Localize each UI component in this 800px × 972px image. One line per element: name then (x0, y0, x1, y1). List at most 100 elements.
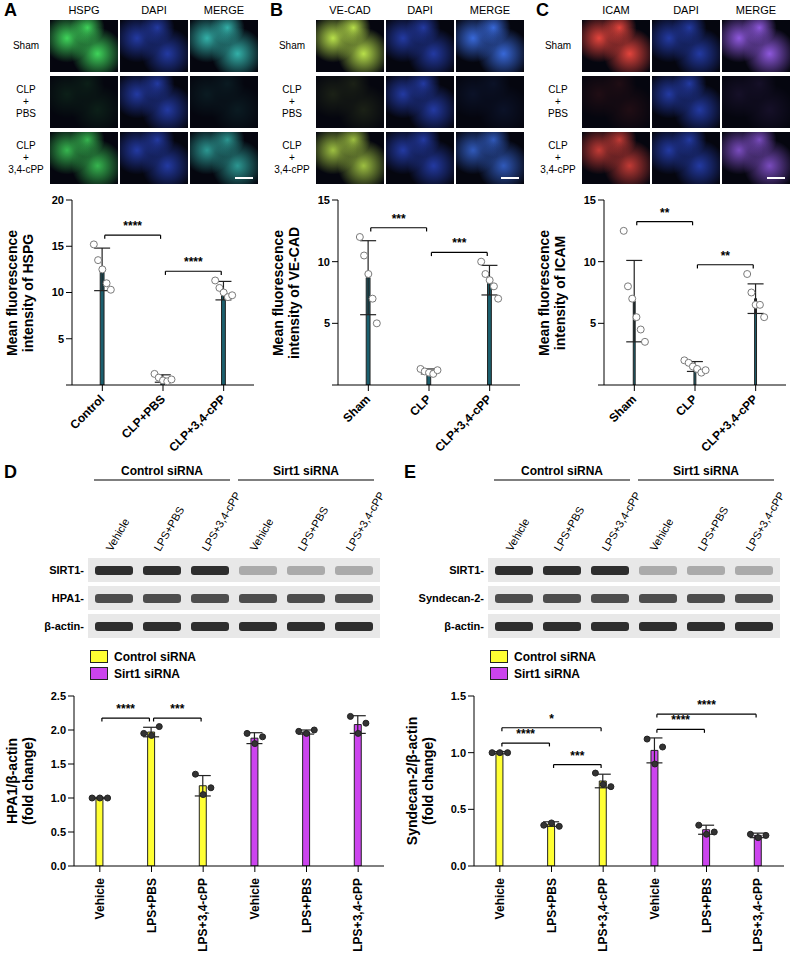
svg-text:**: ** (660, 206, 670, 220)
svg-text:15: 15 (52, 240, 64, 252)
html-text:(fold change): (fold change) (420, 737, 436, 825)
svg-text:Vehicle: Vehicle (248, 878, 262, 920)
svg-text:LPS+PBS: LPS+PBS (151, 504, 186, 553)
svg-text:Control: Control (67, 392, 107, 432)
svg-text:CLP: CLP (407, 392, 434, 419)
svg-text:Vehicle: Vehicle (247, 516, 275, 553)
svg-text:Vehicle: Vehicle (647, 516, 675, 553)
svg-text:0.5: 0.5 (451, 803, 466, 815)
svg-text:Sirt1 siRNA: Sirt1 siRNA (673, 464, 739, 478)
svg-text:****: **** (184, 255, 203, 269)
svg-text:Vehicle: Vehicle (503, 516, 531, 553)
html-text:DAPI: DAPI (407, 4, 433, 16)
svg-text:****: **** (671, 713, 690, 727)
html-text:C: C (536, 0, 549, 20)
svg-text:*: * (549, 712, 554, 726)
svg-text:0.0: 0.0 (451, 860, 466, 872)
svg-text:CLP+3,4-cPP: CLP+3,4-cPP (698, 392, 760, 454)
svg-text:***: *** (170, 702, 184, 716)
svg-text:LPS+PBS: LPS+PBS (545, 878, 559, 933)
html-text:Sirt1 siRNA: Sirt1 siRNA (114, 666, 180, 681)
svg-text:LPS+3,4-cPP: LPS+3,4-cPP (599, 490, 643, 553)
svg-text:CLP+3,4-cPP: CLP+3,4-cPP (166, 392, 228, 454)
svg-text:LPS+PBS: LPS+PBS (300, 878, 314, 933)
svg-text:****: **** (697, 698, 716, 712)
svg-text:0.5: 0.5 (51, 826, 66, 838)
svg-text:Sham: Sham (340, 392, 373, 425)
svg-text:LPS+3,4-cPP: LPS+3,4-cPP (596, 878, 610, 952)
svg-text:1.5: 1.5 (451, 690, 466, 702)
svg-text:2.5: 2.5 (51, 690, 66, 702)
html-text:A: A (4, 0, 17, 20)
html-text:Syndecan-2/β-actin: Syndecan-2/β-actin (404, 716, 420, 846)
svg-text:LPS+3,4-cPP: LPS+3,4-cPP (199, 490, 243, 553)
html-text:Mean fluorescence: Mean fluorescence (4, 229, 20, 356)
html-text:D: D (4, 462, 17, 482)
svg-text:****: **** (116, 702, 135, 716)
svg-text:0.0: 0.0 (51, 860, 66, 872)
svg-text:5: 5 (590, 317, 596, 329)
svg-text:5: 5 (58, 333, 64, 345)
svg-text:15: 15 (318, 194, 330, 206)
svg-text:LPS+3,4-cPP: LPS+3,4-cPP (743, 490, 787, 553)
svg-text:LPS+3,4-cPP: LPS+3,4-cPP (343, 490, 387, 553)
svg-text:15: 15 (584, 194, 596, 206)
svg-text:HPA1-: HPA1- (52, 592, 85, 604)
svg-text:Vehicle: Vehicle (93, 878, 107, 920)
svg-text:LPS+PBS: LPS+PBS (700, 878, 714, 933)
svg-text:CLP+PBS: CLP+PBS (119, 392, 168, 441)
html-text:Mean fluorescence: Mean fluorescence (270, 229, 286, 356)
svg-text:5: 5 (324, 317, 330, 329)
svg-text:***: *** (452, 236, 466, 250)
svg-text:Vehicle: Vehicle (493, 878, 507, 920)
svg-text:β-actin-: β-actin- (444, 620, 484, 632)
svg-text:Sham: Sham (606, 392, 639, 425)
svg-text:LPS+PBS: LPS+PBS (551, 504, 586, 553)
svg-text:LPS+PBS: LPS+PBS (295, 504, 330, 553)
html-text:intensity of ICAM: intensity of ICAM (552, 235, 568, 350)
svg-text:LPS+3,4-cPP: LPS+3,4-cPP (751, 878, 765, 952)
svg-text:1.0: 1.0 (451, 747, 466, 759)
svg-text:Vehicle: Vehicle (648, 878, 662, 920)
svg-text:***: *** (392, 212, 406, 226)
svg-text:***: *** (570, 749, 584, 763)
svg-text:1.5: 1.5 (51, 758, 66, 770)
svg-text:LPS+PBS: LPS+PBS (145, 878, 159, 933)
html-text:B: B (270, 0, 283, 20)
svg-text:SIRT1-: SIRT1- (449, 564, 484, 576)
svg-text:2.0: 2.0 (51, 724, 66, 736)
html-text:(fold change): (fold change) (20, 737, 36, 825)
html-text:Mean fluorescence: Mean fluorescence (536, 229, 552, 356)
svg-text:10: 10 (584, 256, 596, 268)
svg-text:CLP+3,4-cPP: CLP+3,4-cPP (432, 392, 494, 454)
svg-text:1.0: 1.0 (51, 792, 66, 804)
html-text:DAPI: DAPI (141, 4, 167, 16)
svg-text:LPS+3,4-cPP: LPS+3,4-cPP (196, 878, 210, 952)
svg-text:20: 20 (52, 194, 64, 206)
svg-text:Sirt1 siRNA: Sirt1 siRNA (273, 464, 339, 478)
html-text:MERGE: MERGE (469, 4, 511, 16)
svg-text:10: 10 (318, 256, 330, 268)
svg-text:Syndecan-2-: Syndecan-2- (419, 592, 485, 604)
svg-text:****: **** (123, 219, 142, 233)
html-text:VE-CAD: VE-CAD (329, 4, 371, 16)
svg-text:Control siRNA: Control siRNA (521, 464, 603, 478)
svg-text:Vehicle: Vehicle (103, 516, 131, 553)
svg-text:**: ** (721, 249, 731, 263)
svg-text:β-actin-: β-actin- (44, 620, 84, 632)
svg-text:****: **** (516, 727, 535, 741)
html-text:Sirt1 siRNA: Sirt1 siRNA (514, 666, 580, 681)
html-text:HSPG: HSPG (68, 4, 100, 16)
svg-text:SIRT1-: SIRT1- (49, 564, 84, 576)
html-text:Control siRNA: Control siRNA (514, 649, 596, 664)
svg-text:Control siRNA: Control siRNA (121, 464, 203, 478)
html-text:intensity of HSPG: intensity of HSPG (20, 233, 36, 352)
svg-text:10: 10 (52, 286, 64, 298)
svg-text:LPS+PBS: LPS+PBS (695, 504, 730, 553)
html-text:HPA1/β-actin: HPA1/β-actin (4, 738, 20, 824)
svg-text:LPS+3,4-cPP: LPS+3,4-cPP (351, 878, 365, 952)
html-text:Control siRNA: Control siRNA (114, 649, 196, 664)
html-text:intensity of VE-CAD: intensity of VE-CAD (286, 226, 302, 359)
html-text:MERGE: MERGE (203, 4, 245, 16)
svg-text:CLP: CLP (673, 392, 700, 419)
